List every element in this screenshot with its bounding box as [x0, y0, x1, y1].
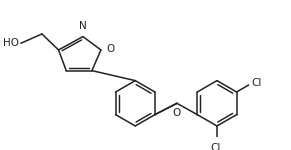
Text: Cl: Cl [251, 78, 262, 88]
Text: O: O [107, 44, 115, 54]
Text: N: N [79, 21, 87, 31]
Text: HO: HO [3, 38, 19, 48]
Text: Cl: Cl [210, 143, 221, 150]
Text: O: O [173, 108, 181, 118]
